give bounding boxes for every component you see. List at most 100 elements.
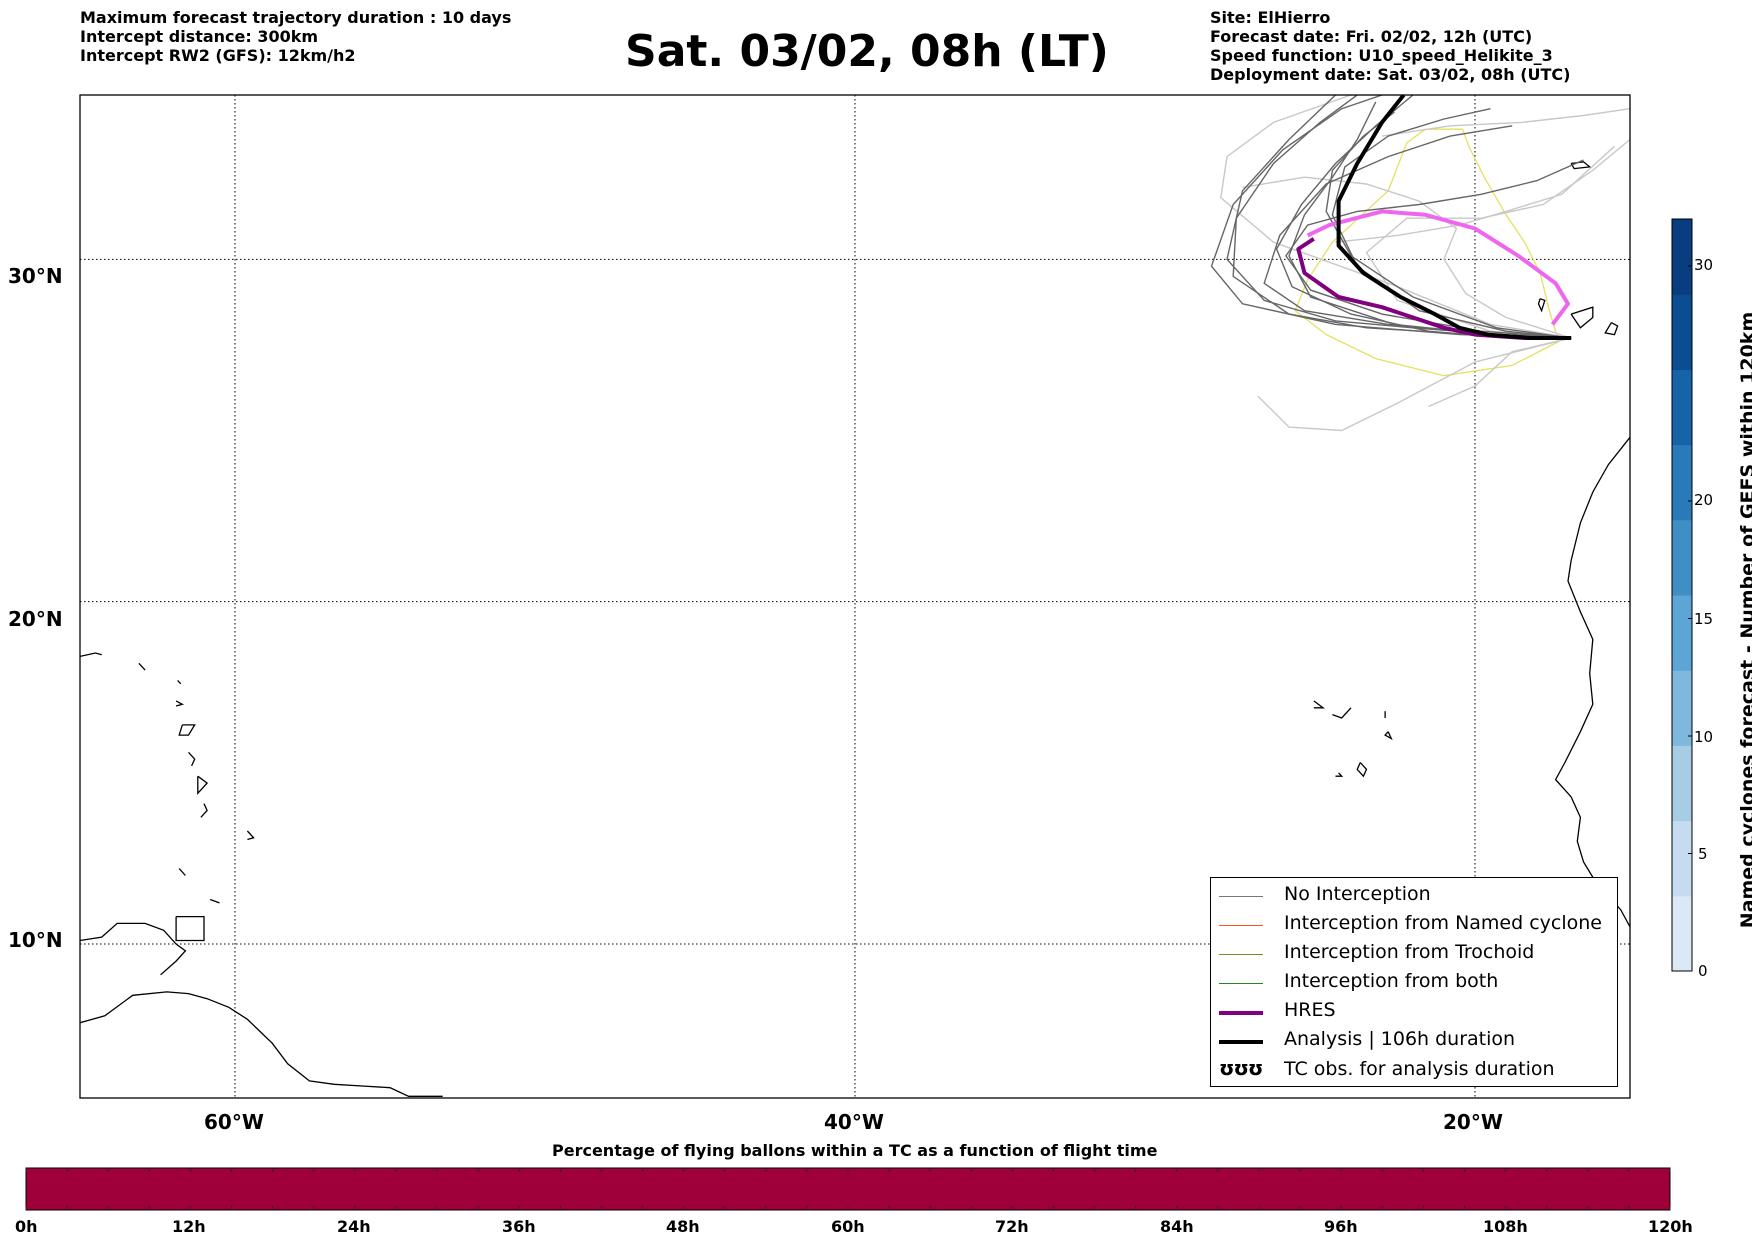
info-line: Deployment date: Sat. 03/02, 08h (UTC) <box>1210 65 1571 84</box>
legend-label: Interception from both <box>1284 970 1499 992</box>
cbar-tick: 20 <box>1694 491 1714 509</box>
header-right: Site: ElHierro Forecast date: Fri. 02/02… <box>1210 8 1570 84</box>
coastline-madeira <box>1570 161 1592 170</box>
ensemble-member-track <box>1257 337 1572 432</box>
coastline-west-africa <box>1554 436 1630 928</box>
legend-label: Interception from Named cyclone <box>1284 912 1602 934</box>
coastline-fuerteventura <box>1646 304 1665 325</box>
coastline-leewards <box>80 652 102 658</box>
colorbar-segment <box>1672 820 1692 897</box>
bottom-tick: 36h <box>502 1217 536 1236</box>
legend-swatch <box>1219 954 1263 955</box>
coastline-venezuela-coast <box>80 922 187 976</box>
lon-label-20w: 20°W <box>1443 1110 1503 1134</box>
colorbar-segment <box>1672 294 1692 370</box>
bottom-tick: 24h <box>337 1217 371 1236</box>
info-line: Forecast date: Fri. 02/02, 12h (UTC) <box>1210 27 1533 46</box>
legend-swatch <box>1219 983 1263 984</box>
bottom-tick: 108h <box>1483 1217 1528 1236</box>
coastline-cape-verde-sv <box>1332 707 1352 719</box>
legend-label: Interception from Trochoid <box>1284 941 1535 963</box>
coastline-island-1 <box>138 662 146 671</box>
colorbar-segment <box>1672 219 1692 295</box>
analysis-track <box>1336 95 1572 340</box>
map-frame <box>79 94 1631 1099</box>
coastlines <box>80 161 1665 1097</box>
coastline-grenada <box>178 868 186 876</box>
right-colorbar <box>1671 218 1693 972</box>
coastline-dominica <box>188 751 196 767</box>
lat-label-30: 30°N <box>8 264 63 288</box>
colorbar-segment <box>1672 369 1692 446</box>
coastline-cape-verde-sa <box>1313 700 1326 709</box>
coastline-la-palma <box>1537 298 1546 313</box>
grid-lines <box>80 95 1630 1098</box>
coastline-cape-verde-fogo <box>1335 772 1344 777</box>
coastline-tenerife <box>1570 306 1594 329</box>
no-interception-track <box>1210 95 1572 339</box>
bottom-tick: 60h <box>831 1217 865 1236</box>
cbar-tick: 5 <box>1698 845 1708 863</box>
tc-symbol-icon: ʊʊʊ <box>1219 1056 1263 1080</box>
ensemble-member-track <box>1242 176 1572 339</box>
legend-swatch <box>1219 925 1263 926</box>
trajectories <box>1210 95 1630 432</box>
no-interception-track <box>1331 108 1572 339</box>
lon-label-40w: 40°W <box>824 1110 884 1134</box>
legend-swatch <box>1219 896 1263 897</box>
ensemble-member-track <box>1381 108 1630 137</box>
lat-label-20: 20°N <box>8 607 63 631</box>
bottom-tick: 96h <box>1324 1217 1358 1236</box>
bottom-tick: 12h <box>172 1217 206 1236</box>
colorbar-segment <box>1672 895 1692 972</box>
ensemble-member-track <box>1428 337 1572 408</box>
header-left: Maximum forecast trajectory duration : 1… <box>80 8 511 65</box>
ensemble-member-track <box>1335 145 1615 243</box>
legend-swatch <box>1219 1011 1263 1015</box>
coastline-cape-verde-bv <box>1384 731 1393 741</box>
bottom-tick: 84h <box>1160 1217 1194 1236</box>
lon-label-60w: 60°W <box>204 1110 264 1134</box>
info-line: Maximum forecast trajectory duration : 1… <box>80 8 512 27</box>
coastline-barbados <box>246 830 255 841</box>
coastline-st-lucia <box>200 803 208 818</box>
coastline-martinique <box>197 775 209 795</box>
cbar-tick: 10 <box>1694 728 1714 746</box>
right-colorbar-label: Named cyclones forecast - Number of GEFS… <box>1737 311 1752 929</box>
legend: No Interception Interception from Named … <box>1210 877 1618 1087</box>
coastline-antigua <box>175 700 185 707</box>
coastline-barbuda <box>177 679 182 685</box>
colorbar-segment <box>1672 595 1692 671</box>
legend-label: TC obs. for analysis duration <box>1284 1058 1555 1080</box>
bottom-tick: 72h <box>995 1217 1029 1236</box>
legend-label: Analysis | 106h duration <box>1284 1028 1516 1050</box>
bottom-tick: 0h <box>15 1217 38 1236</box>
coastline-gran-canaria <box>1604 322 1619 336</box>
info-line: Intercept RW2 (GFS): 12km/h2 <box>80 46 356 65</box>
cbar-tick: 30 <box>1694 256 1714 274</box>
bottom-colorbar <box>25 1167 1671 1211</box>
lat-label-10: 10°N <box>8 928 63 952</box>
coastline-cape-verde-santiago <box>1356 762 1368 778</box>
colorbar-segment <box>1672 519 1692 596</box>
colorbar-frame <box>1671 218 1693 972</box>
bottom-colorbar-bar <box>25 1167 1671 1211</box>
bottom-colorbar-title: Percentage of flying ballons within a TC… <box>552 1141 1158 1160</box>
info-line: Speed function: U10_speed_Helikite_3 <box>1210 46 1553 65</box>
colorbar-segment <box>1672 444 1692 521</box>
legend-swatch <box>1219 1040 1263 1044</box>
bottom-tick: 48h <box>666 1217 700 1236</box>
ensemble-member-track <box>1220 95 1572 339</box>
colorbar-segment <box>1672 745 1692 822</box>
coastline-trinidad <box>175 915 205 942</box>
info-line: Intercept distance: 300km <box>80 27 319 46</box>
probability-contour <box>1294 128 1560 377</box>
coastline-south-america <box>80 991 443 1097</box>
legend-label: HRES <box>1284 999 1336 1021</box>
info-line: Site: ElHierro <box>1210 8 1331 27</box>
colorbar-segment <box>1672 670 1692 746</box>
legend-label: No Interception <box>1284 883 1431 905</box>
cbar-tick: 15 <box>1694 610 1714 628</box>
bottom-tick: 120h <box>1648 1217 1693 1236</box>
page-title: Sat. 03/02, 08h (LT) <box>625 26 1109 77</box>
